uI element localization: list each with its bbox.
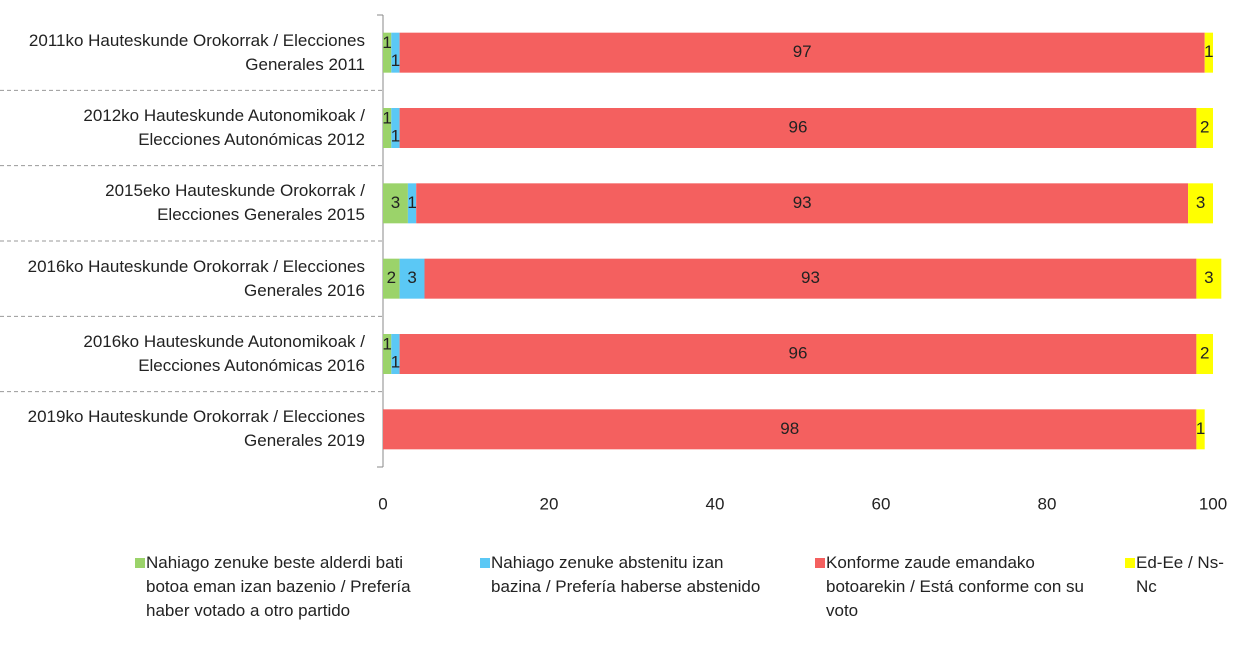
- category-label: 2019ko Hauteskunde Orokorrak / Eleccione…: [27, 407, 365, 451]
- x-tick-label: 40: [706, 494, 725, 513]
- x-tick-label: 20: [540, 494, 559, 513]
- data-label: 1: [391, 126, 400, 145]
- bar-segment: [383, 183, 408, 224]
- data-label: 1: [391, 51, 400, 70]
- data-label: 3: [391, 193, 400, 212]
- data-label: 3: [1204, 268, 1213, 287]
- data-label: 1: [407, 193, 416, 212]
- category-label: 2012ko Hauteskunde Autonomikoak / Elecci…: [83, 106, 365, 149]
- legend-label: Konforme zaude emandako botoarekin / Est…: [826, 553, 1084, 620]
- data-label: 3: [407, 268, 416, 287]
- x-tick-label: 80: [1038, 494, 1057, 513]
- data-label: 93: [801, 268, 820, 287]
- bar-segment: [383, 258, 400, 299]
- data-label: 1: [1196, 419, 1205, 438]
- legend-label: Nahiago zenuke abstenitu izan bazina / P…: [491, 553, 761, 596]
- data-label: 1: [1204, 42, 1213, 61]
- category-label: 2016ko Hauteskunde Orokorrak / Eleccione…: [27, 256, 365, 300]
- x-tick-label: 0: [378, 494, 387, 513]
- data-label: 96: [789, 117, 808, 136]
- bar-segment: [399, 334, 1197, 374]
- bar-segment: [1196, 108, 1213, 148]
- data-label: 2: [387, 268, 396, 287]
- bar-segment: [399, 32, 1205, 73]
- legend-label: Ed-Ee / Ns-Nc: [1136, 553, 1224, 596]
- data-label: 98: [780, 419, 799, 438]
- bar-segment: [416, 183, 1189, 224]
- data-label: 97: [793, 42, 812, 61]
- data-label: 1: [382, 108, 391, 127]
- bar-segment: [399, 258, 425, 299]
- data-label: 2: [1200, 343, 1209, 362]
- bar-segment: [1196, 409, 1205, 450]
- bar-segment: [391, 334, 400, 374]
- bar-segment: [383, 32, 392, 73]
- x-tick-label: 60: [872, 494, 891, 513]
- category-label: 2015eko Hauteskunde Orokorrak / Eleccion…: [105, 181, 365, 225]
- legend-swatch: [135, 558, 145, 568]
- data-label: 1: [382, 334, 391, 353]
- bar-segment: [1196, 334, 1213, 374]
- legend-swatch: [1125, 558, 1135, 568]
- data-label: 93: [793, 193, 812, 212]
- bar-segment: [399, 108, 1197, 148]
- bar-segment: [383, 334, 392, 374]
- legend-swatch: [480, 558, 490, 568]
- bar-segment: [1204, 32, 1213, 73]
- legend-swatch: [815, 558, 825, 568]
- bar-segment: [407, 183, 417, 224]
- data-label: 2: [1200, 117, 1209, 136]
- x-tick-label: 100: [1199, 494, 1227, 513]
- bar-segment: [391, 32, 400, 73]
- legend-label: Nahiago zenuke beste alderdi bati botoa …: [146, 553, 411, 620]
- category-label: 2011ko Hauteskunde Orokorrak / Eleccione…: [28, 30, 365, 74]
- bar-segment: [383, 108, 392, 148]
- bar-segment: [424, 258, 1197, 299]
- bar-segment: [383, 409, 1197, 450]
- bar-segment: [1188, 183, 1213, 224]
- bar-segment: [1196, 258, 1222, 299]
- category-label: 2016ko Hauteskunde Autonomikoak / Elecci…: [83, 332, 365, 375]
- bar-segment: [391, 108, 400, 148]
- data-label: 1: [391, 352, 400, 371]
- data-label: 3: [1196, 193, 1205, 212]
- data-label: 96: [789, 343, 808, 362]
- data-label: 1: [382, 33, 391, 52]
